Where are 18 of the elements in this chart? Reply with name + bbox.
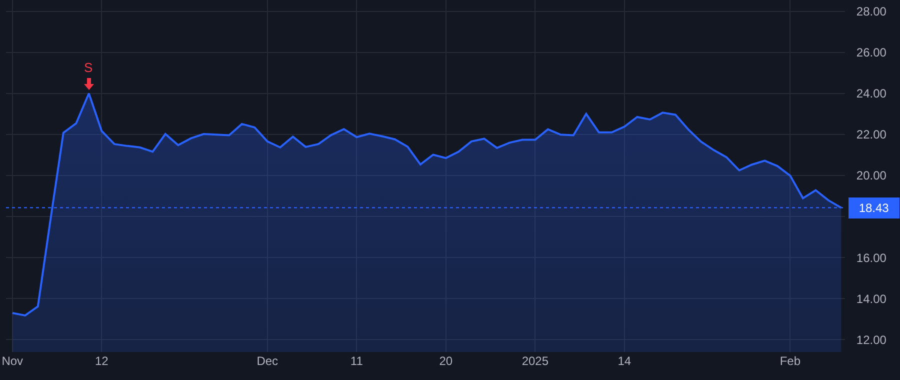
y-tick-label: 20.00 (856, 168, 887, 183)
y-tick-label: 14.00 (856, 292, 887, 306)
y-tick-label: 24.00 (856, 86, 887, 101)
y-tick-label: 12.00 (856, 332, 887, 347)
x-tick-label: 12 (94, 354, 109, 368)
y-tick-label: 28.00 (856, 4, 887, 18)
y-tick-label: 26.00 (856, 46, 887, 60)
annotation: S (84, 60, 93, 75)
x-tick-label: 2025 (522, 354, 549, 368)
x-tick-label: Feb (780, 354, 801, 368)
x-tick-label: Nov (2, 354, 24, 368)
ref-line-label: 18.43 (858, 201, 890, 215)
x-tick-label: Dec (256, 354, 278, 368)
x-tick-label: 14 (618, 354, 632, 368)
x-tick-label: 20 (439, 354, 453, 368)
y-tick-label: 22.00 (856, 128, 887, 142)
x-tick-label: 11 (350, 354, 364, 368)
y-tick-label: 16.00 (856, 250, 887, 265)
